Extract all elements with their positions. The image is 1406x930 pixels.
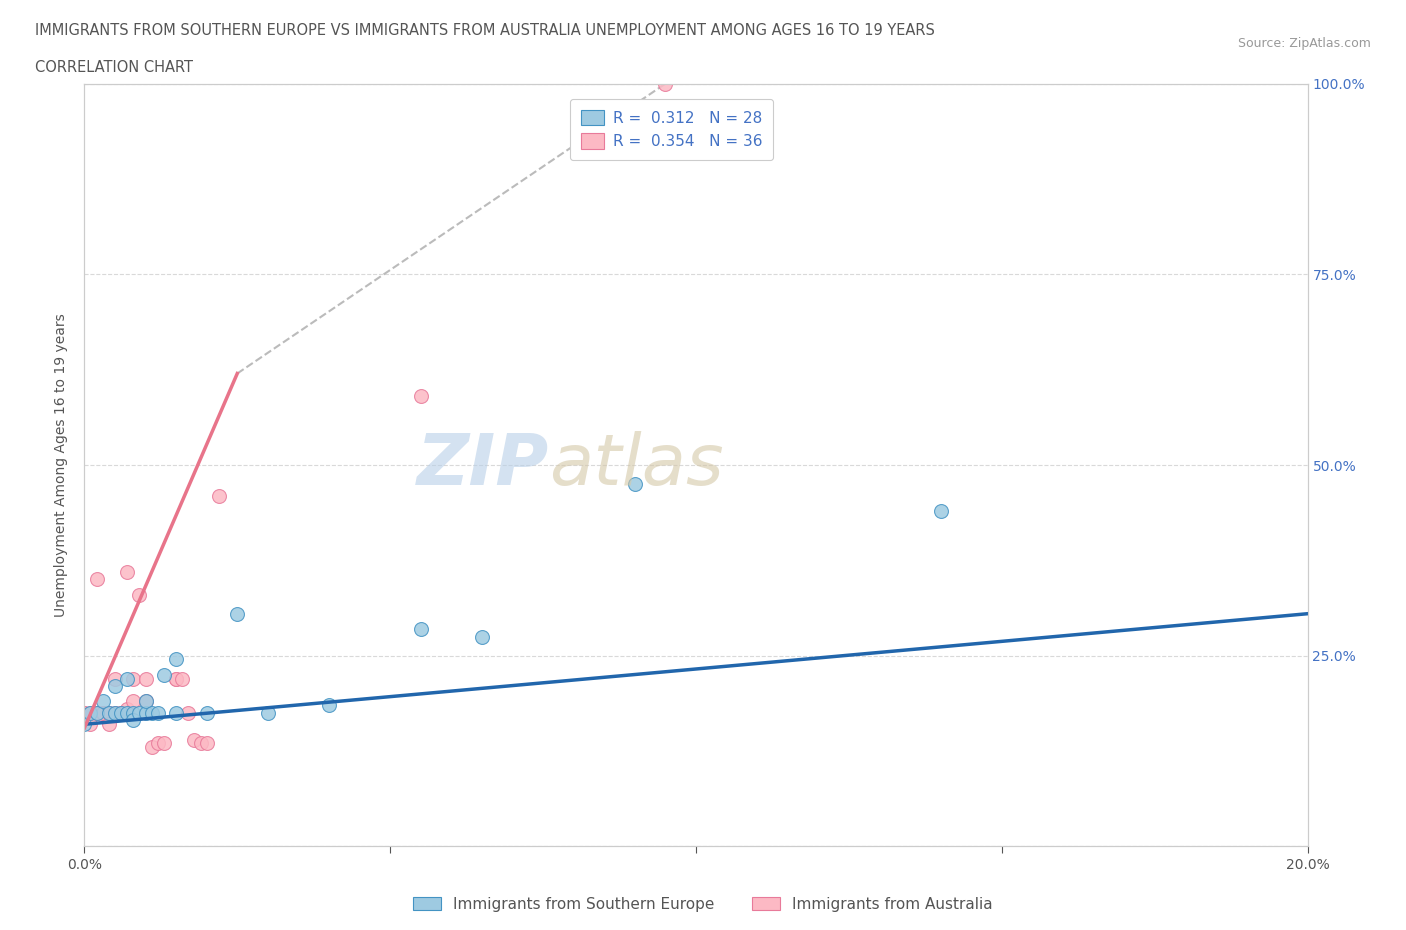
Point (115, 671, 138, 686)
Point (128, 587, 150, 602)
Point (110, 706, 132, 721)
Point (104, 679, 127, 694)
Point (153, 668, 176, 683)
Point (73, 706, 96, 721)
Point (86, 706, 108, 721)
Legend: Immigrants from Southern Europe, Immigrants from Australia: Immigrants from Southern Europe, Immigra… (408, 890, 998, 918)
Point (79, 706, 101, 721)
Point (141, 739, 163, 754)
Point (195, 736, 218, 751)
Point (110, 706, 132, 721)
Point (97, 706, 120, 721)
Point (146, 706, 169, 721)
Text: CORRELATION CHART: CORRELATION CHART (35, 60, 193, 75)
Point (135, 694, 157, 709)
Point (86, 706, 108, 721)
Point (190, 736, 212, 751)
Point (165, 706, 187, 721)
Point (146, 736, 169, 751)
Point (73, 706, 96, 721)
Y-axis label: Unemployment Among Ages 16 to 19 years: Unemployment Among Ages 16 to 19 years (55, 313, 69, 617)
Point (79, 706, 101, 721)
Point (165, 652, 187, 667)
Point (208, 488, 231, 503)
Point (624, 477, 647, 492)
Point (172, 671, 194, 686)
Point (257, 706, 280, 721)
Point (104, 706, 127, 721)
Text: IMMIGRANTS FROM SOUTHERN EUROPE VS IMMIGRANTS FROM AUSTRALIA UNEMPLOYMENT AMONG : IMMIGRANTS FROM SOUTHERN EUROPE VS IMMIG… (35, 23, 935, 38)
Point (153, 736, 176, 751)
Point (115, 706, 138, 721)
Point (409, 621, 432, 636)
Point (79, 717, 101, 732)
Point (97, 717, 120, 732)
Point (104, 706, 127, 721)
Point (73, 717, 96, 732)
Point (122, 713, 145, 728)
Point (86, 572, 108, 587)
Text: Source: ZipAtlas.com: Source: ZipAtlas.com (1237, 37, 1371, 50)
Point (141, 706, 163, 721)
Point (177, 706, 200, 721)
Point (135, 694, 157, 709)
Point (165, 671, 187, 686)
Point (128, 706, 150, 721)
Point (122, 706, 145, 721)
Point (110, 706, 132, 721)
Point (195, 706, 218, 721)
Point (409, 389, 432, 404)
Point (97, 706, 120, 721)
Point (122, 671, 145, 686)
Point (929, 503, 952, 518)
Point (183, 732, 205, 747)
Point (135, 671, 157, 686)
Legend: R =  0.312   N = 28, R =  0.354   N = 36: R = 0.312 N = 28, R = 0.354 N = 36 (569, 99, 773, 160)
Point (165, 671, 187, 686)
Point (318, 698, 340, 712)
Point (122, 694, 145, 709)
Point (471, 630, 494, 644)
Point (91, 706, 114, 721)
Point (104, 671, 127, 686)
Point (135, 706, 157, 721)
Point (86, 706, 108, 721)
Point (73, 710, 96, 724)
Point (226, 606, 249, 621)
Point (654, 76, 676, 91)
Point (91, 694, 114, 709)
Point (91, 706, 114, 721)
Point (115, 565, 138, 579)
Text: atlas: atlas (550, 431, 724, 499)
Text: ZIP: ZIP (418, 431, 550, 499)
Point (115, 701, 138, 716)
